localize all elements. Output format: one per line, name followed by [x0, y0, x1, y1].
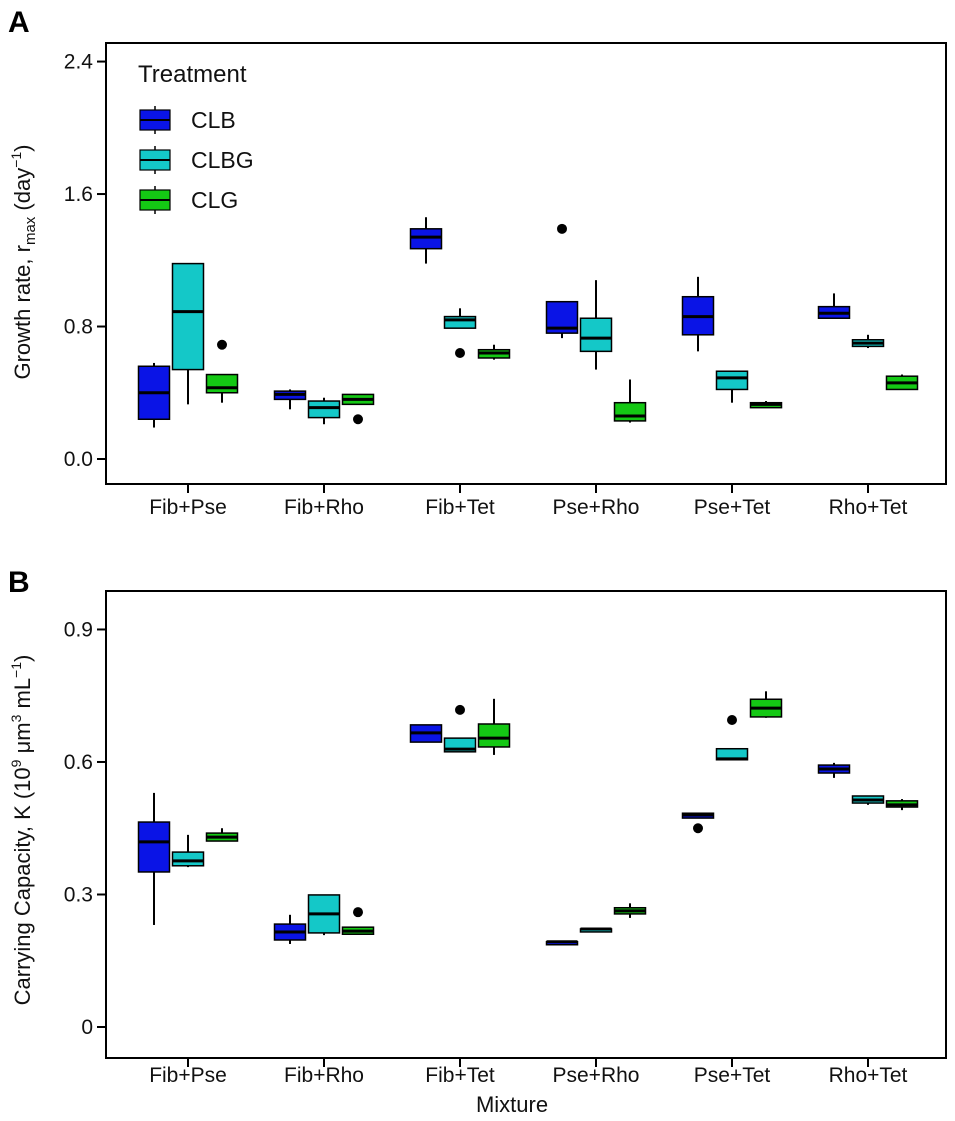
box-clg-pse-rho [613, 903, 647, 918]
legend-label: CLG [191, 187, 238, 213]
x-axis-label: Mixture [476, 1092, 548, 1117]
box-clb-rho-tet [817, 762, 851, 778]
y-axis-label-a: Growth rate, rmax (day−1) [8, 144, 39, 379]
box-clg-pse-rho [613, 379, 647, 423]
box-clb-pse-rho [545, 940, 579, 946]
box-iqr [443, 315, 477, 329]
box-clb-fib-tet [409, 724, 443, 743]
box-clb-fib-rho [273, 389, 307, 410]
legend-label: CLBG [191, 147, 254, 173]
box-clb-pse-tet [681, 812, 715, 834]
x-tick-label: Fib+Pse [149, 496, 227, 519]
x-axis-b: Fib+Pse Fib+Rho Fib+Tet Pse+Rho Pse+Tet Rho+T… [149, 1058, 908, 1087]
box-clbg-pse-rho [579, 927, 613, 933]
box-clbg-pse-rho [579, 280, 613, 370]
box-clg-fib-tet [477, 698, 511, 755]
x-tick-label: Rho+Tet [829, 496, 908, 519]
box-clg-fib-rho [341, 907, 375, 935]
x-tick-label: Fib+Pse [149, 1064, 227, 1087]
legend-item-clb: CLB [139, 106, 236, 134]
x-axis-a: Fib+Pse Fib+Rho Fib+Tet Pse+Rho Pse+Tet Rho+T… [149, 484, 908, 519]
x-tick-label: Rho+Tet [829, 1064, 908, 1087]
box-clg-rho-tet [885, 374, 919, 391]
x-tick-label: Pse+Rho [553, 1064, 640, 1087]
outlier-point [727, 715, 737, 726]
y-axis-a: 0.0 0.8 1.6 2.4 [64, 51, 106, 471]
box-clbg-fib-pse [171, 834, 205, 868]
outlier-point [693, 823, 703, 834]
box-clg-fib-pse [205, 828, 239, 842]
outlier-point [217, 339, 227, 350]
y-axis-b: 0 0.3 0.6 0.9 [64, 618, 106, 1039]
box-clbg-rho-tet [851, 795, 885, 805]
box-iqr [715, 370, 749, 391]
legend: Treatment CLB CLBG CLG [138, 61, 254, 214]
x-tick-label: Fib+Tet [425, 1064, 495, 1087]
legend-item-clg: CLG [139, 186, 238, 214]
box-iqr [171, 851, 205, 867]
y-axis-label-b: Carrying Capacity, K (109 μm3 mL−1) [8, 655, 35, 1006]
box-clbg-rho-tet [851, 334, 885, 349]
box-clbg-fib-rho [307, 397, 341, 425]
x-tick-label: Pse+Tet [694, 496, 771, 519]
x-tick-label: Fib+Rho [284, 496, 364, 519]
box-clb-pse-tet [681, 276, 715, 352]
box-clg-fib-pse [205, 339, 239, 403]
box-clb-pse-rho [545, 223, 579, 339]
outlier-point [557, 223, 567, 234]
outlier-point [455, 704, 465, 715]
box-iqr [205, 373, 239, 394]
box-iqr [307, 400, 341, 419]
plot-frame-b [105, 590, 947, 1059]
box-clbg-pse-tet [715, 370, 749, 403]
legend-item-clbg: CLBG [139, 146, 254, 174]
legend-label: CLB [191, 107, 236, 133]
box-clb-fib-pse [137, 792, 171, 925]
box-clg-rho-tet [885, 799, 919, 811]
y-tick-label: 1.6 [64, 183, 93, 206]
box-clb-fib-pse [137, 362, 171, 428]
x-tick-label: Fib+Tet [425, 496, 495, 519]
outlier-point [353, 414, 363, 425]
box-iqr [171, 262, 205, 371]
outlier-point [455, 348, 465, 359]
panel-a: 0.0 0.8 1.6 2.4 Fib+Pse Fib+Rho Fib+Tet Pse+Rh… [8, 42, 947, 519]
y-tick-label: 2.4 [64, 51, 94, 74]
boxes-b [137, 691, 919, 946]
box-iqr [613, 401, 647, 422]
y-tick-label: 0.9 [64, 618, 93, 641]
box-clbg-fib-tet [443, 308, 477, 359]
box-clb-rho-tet [817, 293, 851, 319]
box-clg-fib-rho [341, 393, 375, 425]
x-tick-label: Fib+Rho [284, 1064, 364, 1087]
x-tick-label: Pse+Rho [553, 496, 640, 519]
box-iqr [477, 723, 511, 748]
x-tick-label: Pse+Tet [694, 1064, 771, 1087]
y-tick-label: 0.3 [64, 883, 93, 906]
plot-frame-a [105, 42, 947, 485]
y-tick-label: 0.6 [64, 751, 93, 774]
box-iqr [137, 821, 171, 873]
panel-b: 0 0.3 0.6 0.9 Fib+Pse Fib+Rho Fib+Tet Pse+Rho P… [8, 590, 947, 1087]
box-iqr [409, 228, 443, 250]
legend-title: Treatment [138, 61, 247, 88]
box-iqr [579, 317, 613, 353]
box-clbg-pse-tet [715, 715, 749, 761]
y-tick-label: 0.0 [64, 448, 93, 471]
y-tick-label: 0.8 [64, 316, 93, 339]
panel-label-a: A [8, 6, 30, 39]
box-clbg-fib-rho [307, 894, 341, 936]
box-clb-fib-rho [273, 914, 307, 944]
box-clb-fib-tet [409, 217, 443, 264]
box-clg-pse-tet [749, 691, 783, 718]
y-tick-label: 0 [81, 1016, 93, 1039]
outlier-point [353, 907, 363, 918]
box-clbg-fib-tet [443, 704, 477, 753]
panel-label-b: B [8, 566, 30, 599]
box-clbg-fib-pse [171, 262, 205, 405]
box-clg-fib-tet [477, 344, 511, 360]
box-clg-pse-tet [749, 401, 783, 409]
boxes-a [137, 217, 919, 428]
